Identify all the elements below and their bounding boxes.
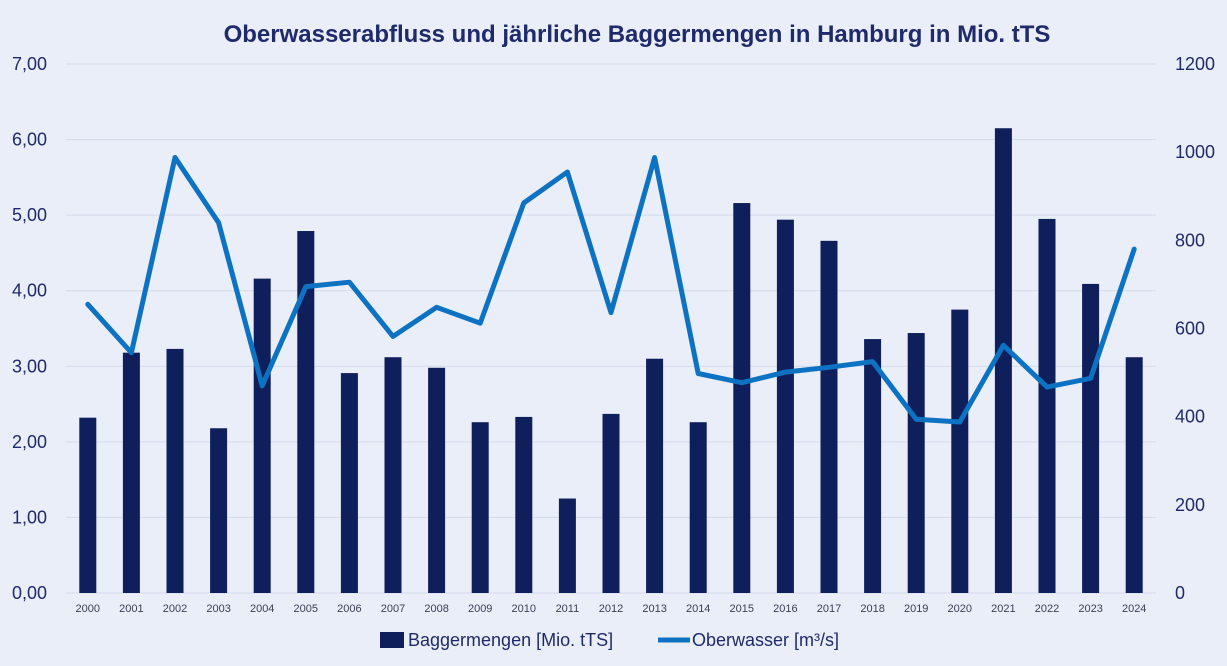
bar-2008 xyxy=(428,367,446,593)
y-right-tick-label: 800 xyxy=(1175,230,1205,250)
bar-2012 xyxy=(602,413,620,593)
bar-2022 xyxy=(1038,218,1056,593)
y-left-tick-label: 0,00 xyxy=(12,583,47,603)
bar-2011 xyxy=(558,498,576,593)
right-axis-ticks: 0 200 400 600 800 1000 1200 xyxy=(1175,54,1215,603)
x-tick-label: 2021 xyxy=(991,603,1015,615)
x-tick-label: 2005 xyxy=(294,603,318,615)
line-oberwasser xyxy=(85,155,1137,425)
bar-2019 xyxy=(907,333,925,593)
bar-2004 xyxy=(253,278,271,593)
bar-2021 xyxy=(994,128,1012,593)
x-tick-label: 2012 xyxy=(599,603,623,615)
legend: Baggermengen [Mio. tTS] Oberwasser [m³/s… xyxy=(380,630,839,650)
y-right-tick-label: 0 xyxy=(1175,583,1185,603)
legend-label-bars: Baggermengen [Mio. tTS] xyxy=(408,630,613,650)
x-tick-label: 2009 xyxy=(468,603,492,615)
line-series xyxy=(85,155,1137,425)
x-tick-label: 2023 xyxy=(1078,603,1102,615)
bar-2002 xyxy=(166,348,184,593)
x-tick-label: 2000 xyxy=(76,603,100,615)
bar-2020 xyxy=(951,309,969,593)
bar-2006 xyxy=(340,373,358,593)
y-right-tick-label: 600 xyxy=(1175,319,1205,339)
y-right-tick-label: 1000 xyxy=(1175,142,1215,162)
x-tick-label: 2024 xyxy=(1122,603,1146,615)
bar-2007 xyxy=(384,357,402,593)
x-tick-label: 2018 xyxy=(860,603,884,615)
x-tick-label: 2004 xyxy=(250,603,274,615)
chart-title: Oberwasserabfluss und jährliche Baggerme… xyxy=(224,21,1051,48)
x-tick-label: 2022 xyxy=(1035,603,1059,615)
y-left-tick-label: 7,00 xyxy=(12,54,47,74)
x-tick-label: 2020 xyxy=(948,603,972,615)
bar-series xyxy=(79,128,1143,594)
left-axis-ticks: 0,00 1,00 2,00 3,00 4,00 5,00 6,00 7,00 xyxy=(12,54,47,603)
x-tick-label: 2011 xyxy=(556,603,580,615)
bar-2001 xyxy=(122,352,140,593)
x-tick-label: 2002 xyxy=(163,603,187,615)
y-right-tick-label: 1200 xyxy=(1175,54,1215,74)
bar-2010 xyxy=(515,416,533,593)
bar-2017 xyxy=(820,240,838,593)
y-left-tick-label: 4,00 xyxy=(12,281,47,301)
x-tick-label: 2001 xyxy=(119,603,143,615)
x-tick-label: 2015 xyxy=(730,603,754,615)
bar-2009 xyxy=(471,422,489,593)
bar-2013 xyxy=(646,358,664,593)
x-axis-ticks: 2000 2001 2002 2003 2004 2005 2006 2007 2008 2009… xyxy=(76,603,1147,615)
x-tick-label: 2013 xyxy=(642,603,666,615)
x-tick-label: 2016 xyxy=(773,603,797,615)
bar-2014 xyxy=(689,422,707,593)
x-tick-label: 2010 xyxy=(512,603,536,615)
bar-2024 xyxy=(1125,357,1143,593)
legend-swatch-bars xyxy=(380,632,404,648)
y-left-tick-label: 2,00 xyxy=(12,432,47,452)
x-tick-label: 2008 xyxy=(424,603,448,615)
x-tick-label: 2019 xyxy=(904,603,928,615)
x-tick-label: 2006 xyxy=(337,603,361,615)
legend-label-line: Oberwasser [m³/s] xyxy=(692,630,839,650)
y-right-tick-label: 200 xyxy=(1175,495,1205,515)
bar-2018 xyxy=(864,339,882,593)
x-tick-label: 2007 xyxy=(381,603,405,615)
y-left-tick-label: 5,00 xyxy=(12,205,47,225)
y-left-tick-label: 1,00 xyxy=(12,507,47,527)
bar-2005 xyxy=(297,231,315,593)
x-tick-label: 2003 xyxy=(206,603,230,615)
bar-2015 xyxy=(733,203,751,593)
y-right-tick-label: 400 xyxy=(1175,407,1205,427)
x-tick-label: 2017 xyxy=(817,603,841,615)
bar-2016 xyxy=(776,219,794,594)
y-left-tick-label: 3,00 xyxy=(12,356,47,376)
bar-2000 xyxy=(79,417,97,593)
y-left-tick-label: 6,00 xyxy=(12,130,47,150)
bar-2003 xyxy=(210,428,228,593)
x-tick-label: 2014 xyxy=(686,603,710,615)
bar-2023 xyxy=(1082,283,1100,593)
